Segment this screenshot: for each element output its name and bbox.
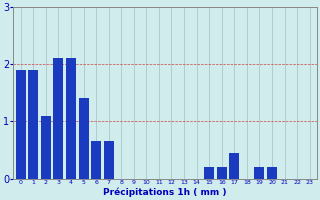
Bar (204, 167, 214, 179)
Bar (254, 167, 264, 179)
X-axis label: Précipitations 1h ( mm ): Précipitations 1h ( mm ) (103, 188, 227, 197)
Bar (104, 141, 114, 179)
Bar (267, 167, 277, 179)
Bar (66, 58, 76, 179)
Bar (53, 58, 63, 179)
Bar (28, 70, 38, 179)
Bar (91, 141, 101, 179)
Bar (41, 116, 51, 179)
Bar (217, 167, 227, 179)
Bar (16, 70, 26, 179)
Bar (229, 153, 239, 179)
Bar (78, 98, 89, 179)
